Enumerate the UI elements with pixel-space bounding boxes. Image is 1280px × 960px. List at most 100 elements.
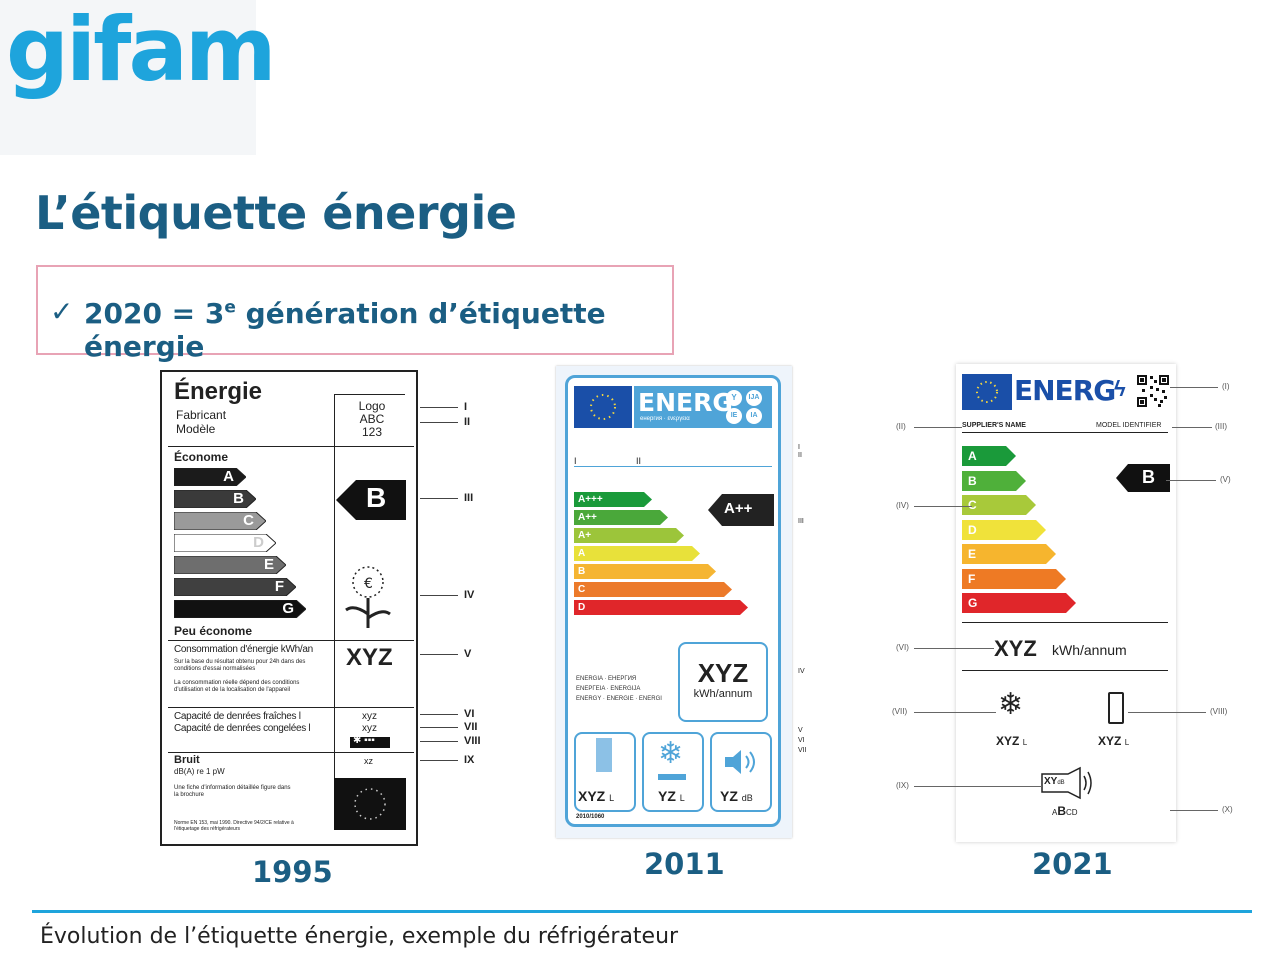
- marker-label: (III): [1215, 422, 1227, 431]
- languages-text: ENERGIA · ЕНЕРГИЯ ΕΝΕΡΓΕΙΑ · ENERGIJA EN…: [576, 676, 662, 702]
- marker-line: [1170, 810, 1218, 811]
- class-bar: A: [962, 446, 1016, 466]
- marker-line: [1170, 387, 1218, 388]
- marker-label: (VIII): [1210, 707, 1228, 716]
- rating-arrow-2021: [1116, 464, 1170, 492]
- frozen-value: YZ L: [658, 788, 685, 804]
- class-bar-e: E: [174, 556, 286, 574]
- supplier-name: SUPPLIER'S NAME: [962, 422, 1026, 429]
- class-bar: D: [574, 600, 748, 615]
- noise-value-num: YZ: [720, 788, 738, 804]
- class-bar: A+++: [574, 492, 652, 507]
- class-letter: A+++: [578, 494, 603, 505]
- consumption-box: [678, 642, 768, 722]
- fridge-value: XYZ L: [1098, 734, 1129, 748]
- noise-class-b: B: [1057, 804, 1067, 818]
- regulation-text: 2010/1060: [576, 814, 605, 820]
- callout-text: 2020 = 3e génération d’étiquette énergie: [84, 297, 672, 363]
- class-letter: A: [968, 449, 977, 463]
- marker-label: II: [798, 452, 802, 459]
- class-letter: B: [968, 473, 977, 488]
- class-letter: C: [578, 584, 586, 595]
- peu-econome-label: Peu économe: [174, 624, 253, 638]
- eu-flag-icon: [574, 386, 632, 428]
- marker-label: (V): [1220, 475, 1231, 484]
- conso-title: Consommation d'énergie kWh/an: [174, 644, 313, 655]
- class-letter: D: [578, 602, 586, 613]
- logo-line: ABC: [359, 412, 385, 426]
- class-letter: F: [274, 578, 284, 595]
- marker-line: [420, 714, 458, 715]
- class-bar-f: F: [174, 578, 296, 596]
- noise-class-cd: CD: [1066, 808, 1078, 817]
- freezer-unit: L: [1022, 738, 1028, 747]
- class-bar-g: G: [174, 600, 306, 618]
- class-letter: E: [263, 556, 274, 573]
- class-letter: C: [243, 512, 254, 529]
- header-title: ENERG: [1014, 374, 1116, 407]
- noise-value: XYdB: [1044, 776, 1065, 787]
- bruit-value: xz: [364, 756, 373, 766]
- year-2021: 2021: [1032, 847, 1113, 881]
- speaker-icon: [1041, 766, 1092, 800]
- marker-line: [420, 654, 458, 655]
- marker-label: VI: [464, 708, 475, 720]
- fridge-icon: [596, 738, 612, 772]
- norme-note: Norme EN 153, mai 1990. Directive 94/2/C…: [174, 820, 294, 832]
- freezer-value: XYZ L: [996, 734, 1027, 748]
- divider: [168, 640, 414, 641]
- year-1995: 1995: [252, 855, 333, 889]
- fresh-box: [574, 732, 636, 812]
- speaker-icon: [725, 750, 755, 774]
- marker-label: I: [798, 444, 800, 451]
- rating-arrow-1995: [336, 480, 406, 520]
- consumption-value: XYZ: [697, 658, 749, 688]
- marker-line: [914, 712, 996, 713]
- fiche-note: Une fiche d'information détaillée figure…: [174, 785, 291, 798]
- eu-flag-icon: [962, 374, 1012, 410]
- eco-flower-icon: €: [345, 566, 391, 628]
- year-2011: 2011: [644, 847, 725, 881]
- noise-unit: dB: [741, 793, 753, 803]
- cap-frozen-value: xyz: [362, 723, 377, 734]
- marker-line: [420, 760, 458, 761]
- class-bar-b: B: [174, 490, 256, 508]
- marker-label: (I): [1222, 382, 1230, 391]
- fabricant-label: Fabricant: [176, 408, 227, 422]
- class-bar-a: A: [174, 468, 246, 486]
- logo-text: gifam: [6, 0, 277, 101]
- cap-frozen-label: Capacité de denrées congelées l: [174, 723, 311, 734]
- marker-label: III: [464, 492, 474, 504]
- marker-label: II: [464, 416, 471, 428]
- marker-label: V: [798, 727, 803, 734]
- marker-line: [1166, 480, 1216, 481]
- divider: [334, 640, 335, 806]
- divider: [962, 670, 1168, 671]
- page-title: L’étiquette énergie: [35, 186, 517, 240]
- marker-label: I: [464, 401, 468, 413]
- energy-label-2011: ENERG енергия · ενεργεια Y IJA IE IA I I…: [556, 366, 792, 838]
- conso-value: XYZ: [346, 644, 393, 671]
- class-bar-d: D: [174, 534, 276, 552]
- fridge-icon: [1108, 692, 1124, 724]
- rating-letter: B: [366, 482, 387, 513]
- freezer-value-num: XYZ: [996, 734, 1020, 748]
- fridge-value-num: XYZ: [1098, 734, 1122, 748]
- callout-box: ✓ 2020 = 3e génération d’étiquette énerg…: [36, 265, 674, 363]
- class-letter: E: [968, 547, 977, 561]
- noise-value-num: XY: [1044, 776, 1058, 787]
- svg-text:€: €: [364, 576, 373, 592]
- class-bar: A: [574, 546, 700, 561]
- consumption-value: XYZ: [994, 636, 1037, 661]
- conso-note-2: La consommation réelle dépend des condit…: [174, 680, 300, 693]
- rating-letter: A++: [724, 500, 753, 517]
- check-icon: ✓: [50, 295, 74, 328]
- energy-label-2021: ENERG ϟ SUPPLIER'S NAME MODEL IDENTIFIER…: [956, 364, 1176, 842]
- divider: [574, 466, 772, 467]
- marker-line: [420, 741, 458, 742]
- header-title: ENERG: [638, 388, 733, 417]
- marker-line: [914, 506, 972, 507]
- marker-label: (X): [1222, 805, 1233, 814]
- energy-label-1995: Énergie Fabricant Modèle Logo ABC 123 Éc…: [160, 370, 418, 846]
- divider: [962, 432, 1168, 433]
